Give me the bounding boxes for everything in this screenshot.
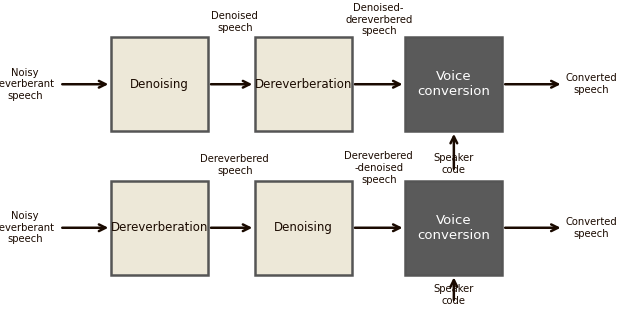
Text: Speaker
code: Speaker code	[434, 284, 474, 306]
Text: Dereverbered
-denoised
speech: Dereverbered -denoised speech	[344, 151, 413, 184]
Text: Dereverbered
speech: Dereverbered speech	[200, 154, 269, 176]
FancyBboxPatch shape	[255, 181, 352, 275]
Text: Denoised-
dereverbered
speech: Denoised- dereverbered speech	[345, 3, 413, 36]
Text: Converted
speech: Converted speech	[566, 217, 617, 239]
FancyBboxPatch shape	[111, 37, 208, 131]
FancyBboxPatch shape	[406, 181, 502, 275]
Text: Noisy
reverberant
speech: Noisy reverberant speech	[0, 68, 54, 101]
Text: Voice
conversion: Voice conversion	[418, 214, 490, 242]
Text: Converted
speech: Converted speech	[566, 73, 617, 95]
Text: Denoising: Denoising	[130, 78, 189, 91]
Text: Voice
conversion: Voice conversion	[418, 70, 490, 98]
Text: Noisy
reverberant
speech: Noisy reverberant speech	[0, 211, 54, 244]
Text: Speaker
code: Speaker code	[434, 153, 474, 175]
FancyBboxPatch shape	[406, 37, 502, 131]
Text: Dereverberation: Dereverberation	[111, 221, 208, 234]
Text: Denoised
speech: Denoised speech	[212, 11, 258, 32]
FancyBboxPatch shape	[255, 37, 352, 131]
Text: Dereverberation: Dereverberation	[255, 78, 352, 91]
FancyBboxPatch shape	[111, 181, 208, 275]
Text: Denoising: Denoising	[274, 221, 333, 234]
